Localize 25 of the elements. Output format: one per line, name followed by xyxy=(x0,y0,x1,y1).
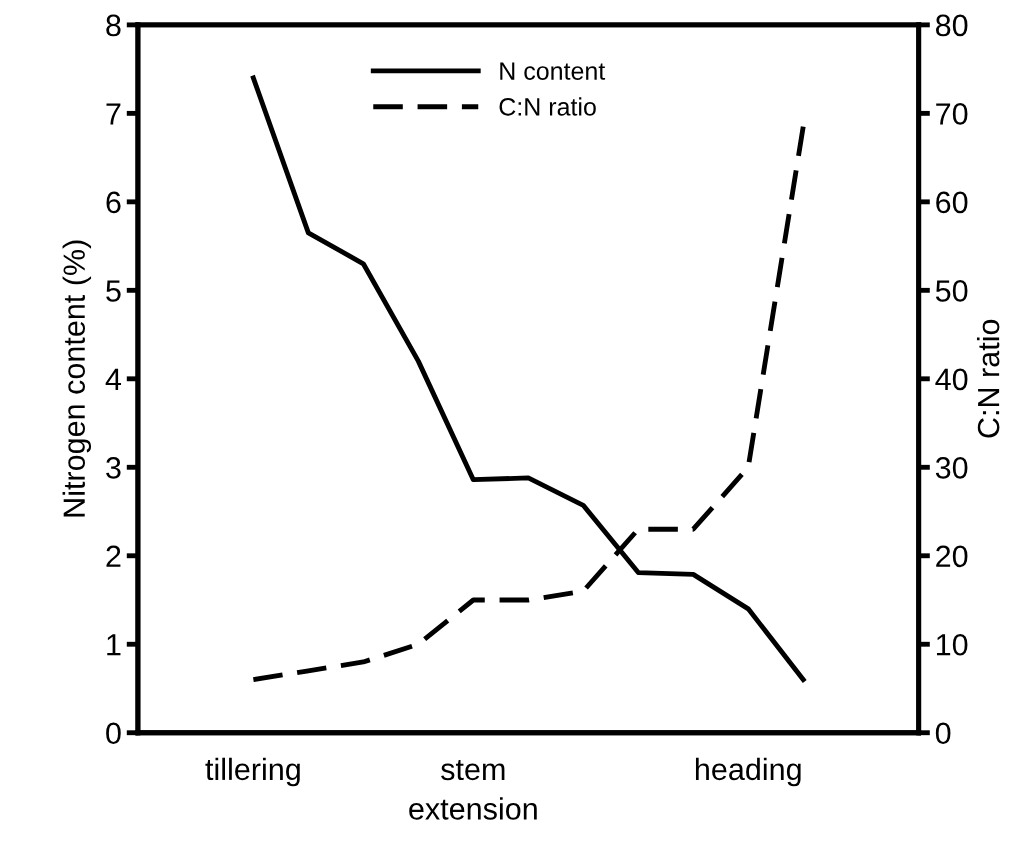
legend-label: C:N ratio xyxy=(499,97,596,116)
y-axis-title: Nitrogen content (%) xyxy=(62,240,92,517)
y-tick-label: 4 xyxy=(105,368,122,390)
y2-tick-label: 80 xyxy=(935,14,968,37)
y2-tick-label: 10 xyxy=(936,633,968,656)
y-tick-label: 6 xyxy=(106,191,121,214)
y-tick-label: 5 xyxy=(106,280,121,302)
x-tick-label: stem extension xyxy=(409,760,537,820)
y-tick-label: 8 xyxy=(106,14,121,37)
y2-tick-label: 50 xyxy=(935,280,968,302)
x-tick-label: tillering xyxy=(205,757,300,787)
y-tick-label: 7 xyxy=(106,103,121,125)
y-tick-label: 2 xyxy=(106,545,121,567)
legend-label: N content xyxy=(500,62,606,80)
y-tick-label: 3 xyxy=(106,457,121,479)
y2-axis-title: C:N ratio xyxy=(976,319,1000,438)
y2-tick-label: 70 xyxy=(936,103,968,125)
y2-tick-label: 0 xyxy=(935,722,951,745)
y-tick-label: 1 xyxy=(107,634,121,656)
y-tick-label: 0 xyxy=(106,722,121,745)
x-tick-label: heading xyxy=(695,757,801,787)
y2-tick-label: 40 xyxy=(935,368,968,391)
y2-tick-label: 60 xyxy=(936,191,968,214)
y2-tick-label: 30 xyxy=(935,457,968,479)
y2-tick-label: 20 xyxy=(936,545,968,568)
